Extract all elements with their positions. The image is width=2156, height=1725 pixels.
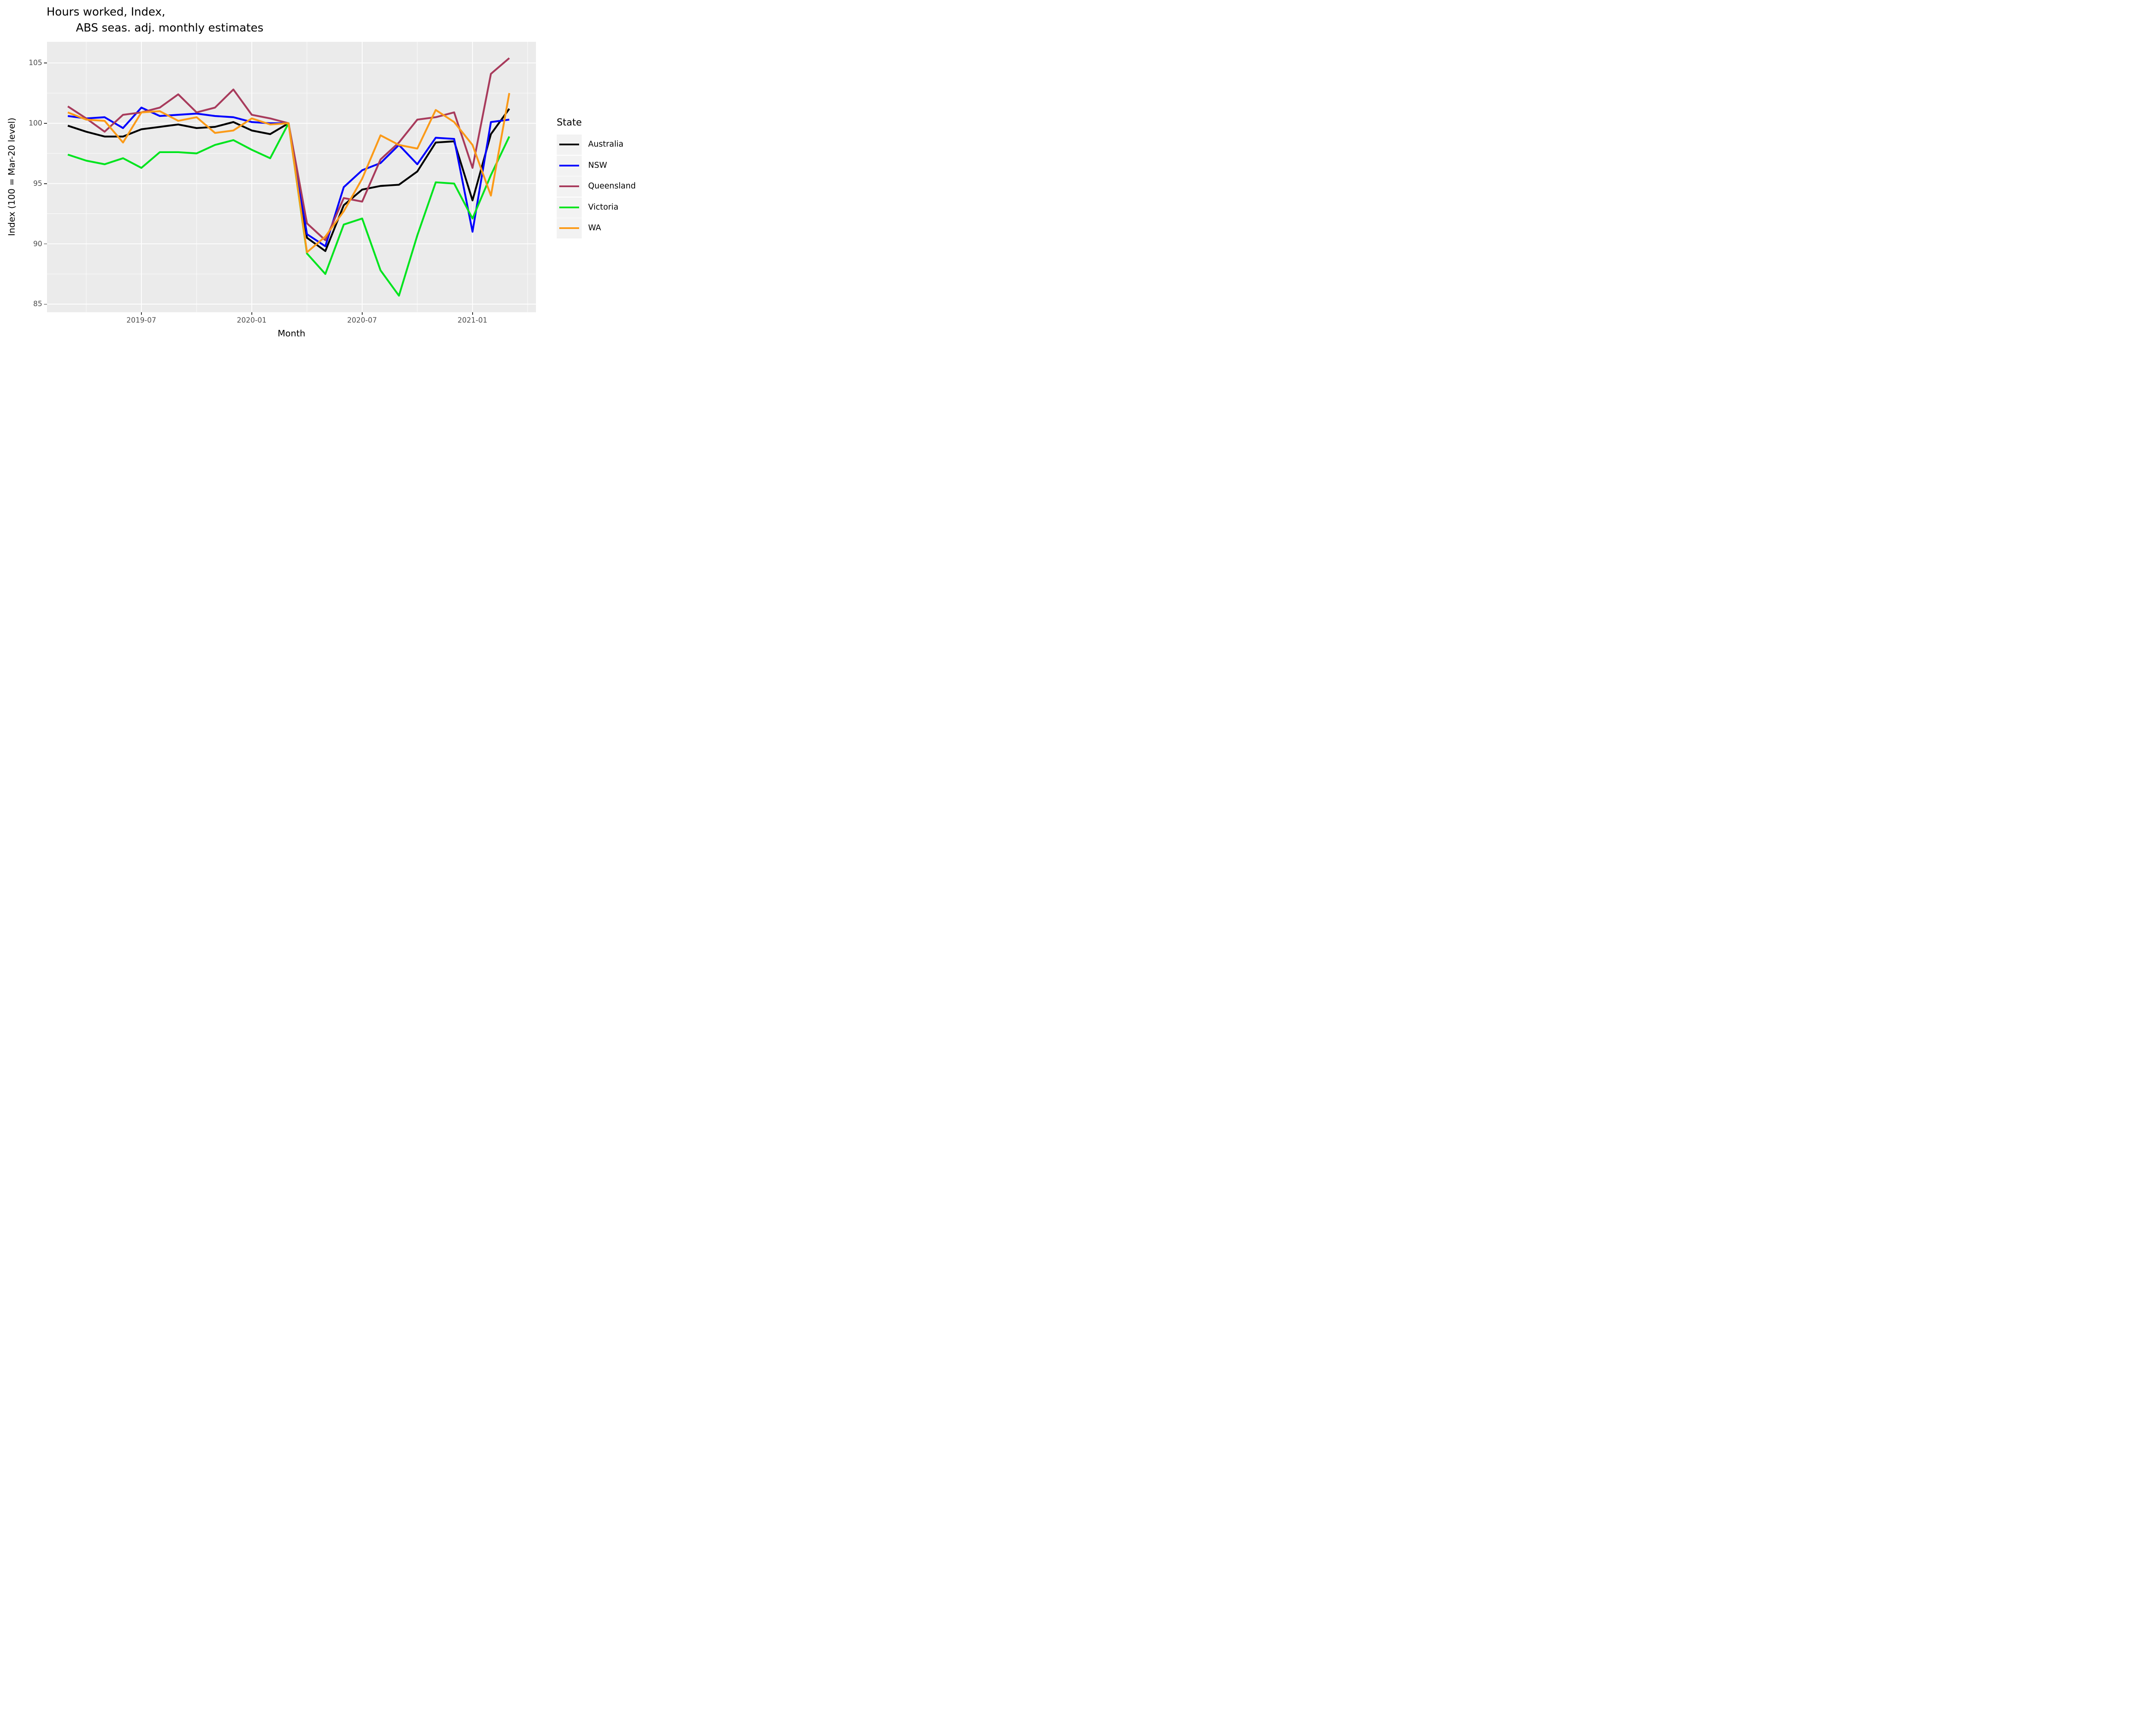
- plot-panel: [47, 42, 536, 312]
- legend-line-swatch-victoria: [559, 206, 579, 209]
- legend-line-swatch-queensland: [559, 185, 579, 188]
- plot-svg: [47, 42, 536, 312]
- x-axis-tick-mark: [141, 312, 142, 315]
- legend-title: State: [557, 117, 582, 128]
- y-tick-label-90: 90: [33, 239, 42, 248]
- legend-line-swatch-nsw: [559, 164, 579, 167]
- y-axis-tick-mark: [44, 123, 47, 124]
- y-axis-tick-mark: [44, 243, 47, 245]
- legend-line-swatch-wa: [559, 227, 579, 229]
- legend-label-victoria: Victoria: [588, 203, 619, 212]
- page-title: Hours worked, Index, ABS seas. adj. mont…: [47, 4, 263, 36]
- page-title-line2: ABS seas. adj. monthly estimates: [76, 22, 263, 34]
- y-axis-tick-mark: [44, 304, 47, 305]
- legend-label-queensland: Queensland: [588, 182, 636, 191]
- x-tick-label-2021-01: 2021-01: [458, 316, 488, 324]
- y-axis-tick-mark: [44, 183, 47, 184]
- legend-label-nsw: NSW: [588, 161, 607, 170]
- legend-key-victoria: [557, 197, 582, 218]
- legend-line-swatch-australia: [559, 143, 579, 146]
- y-axis-title: Index (100 = Mar-20 level): [6, 117, 17, 236]
- page-title-line1: Hours worked, Index,: [47, 6, 166, 19]
- legend-key-queensland: [557, 176, 582, 197]
- series-line-queensland: [67, 57, 510, 242]
- legend-key-wa: [557, 218, 582, 238]
- chart-page: Hours worked, Index, ABS seas. adj. mont…: [0, 0, 647, 345]
- x-tick-label-2020-07: 2020-07: [347, 316, 377, 324]
- series-line-victoria: [67, 122, 510, 297]
- y-tick-label-95: 95: [33, 179, 42, 188]
- legend-key-australia: [557, 134, 582, 155]
- x-axis-tick-mark: [251, 312, 252, 315]
- legend-key-nsw: [557, 155, 582, 176]
- series-line-wa: [67, 93, 511, 254]
- legend-label-wa: WA: [588, 223, 601, 232]
- x-axis-tick-mark: [472, 312, 473, 315]
- x-tick-label-2020-01: 2020-01: [237, 316, 267, 324]
- series-line-australia: [67, 108, 510, 252]
- x-axis-tick-mark: [361, 312, 363, 315]
- y-tick-label-100: 100: [28, 119, 43, 127]
- y-tick-label-85: 85: [33, 300, 42, 308]
- x-tick-label-2019-07: 2019-07: [126, 316, 157, 324]
- x-axis-title: Month: [277, 328, 306, 339]
- y-tick-label-105: 105: [28, 59, 43, 67]
- legend-label-australia: Australia: [588, 140, 624, 149]
